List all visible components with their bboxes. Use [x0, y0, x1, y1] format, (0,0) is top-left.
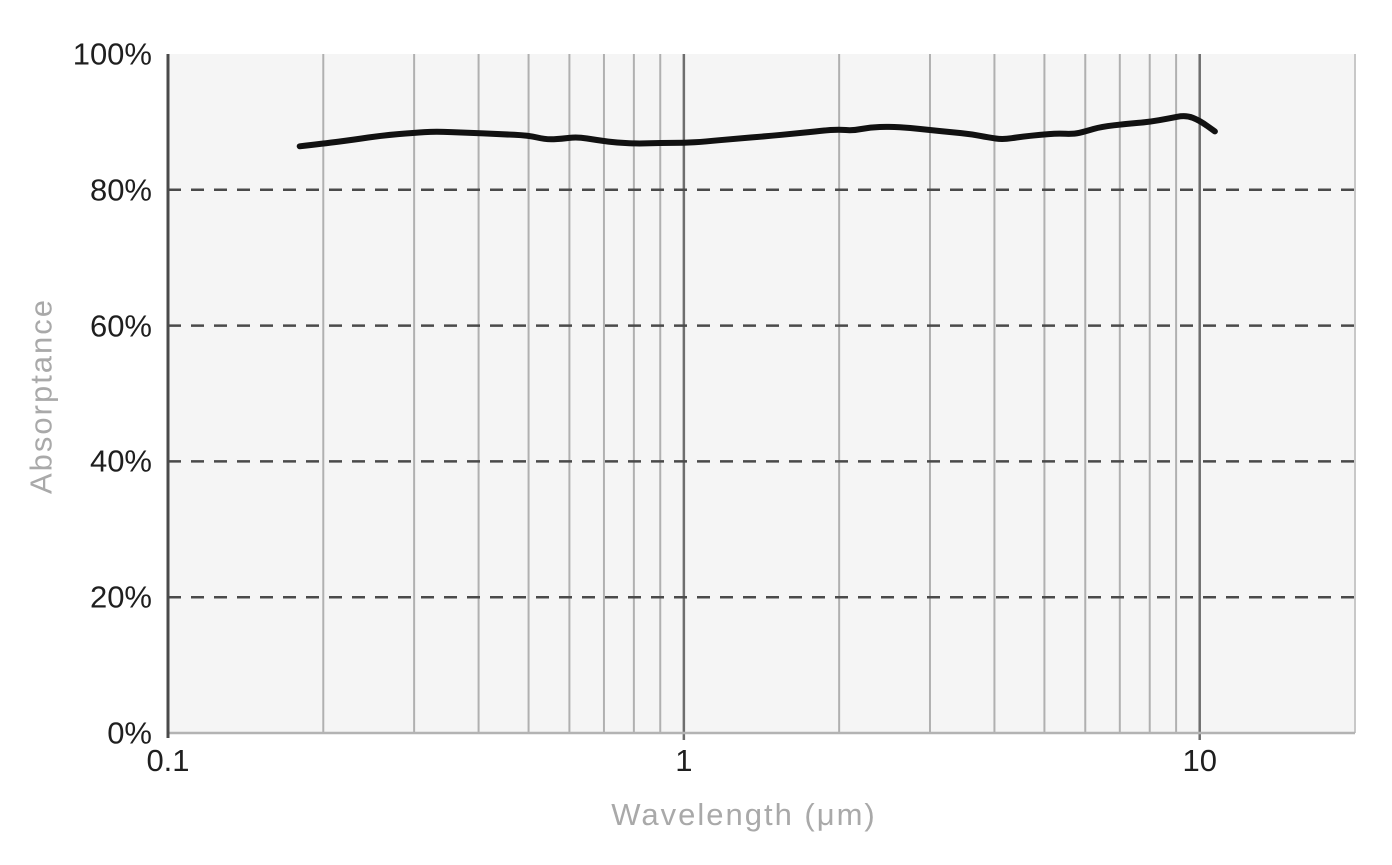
x-axis-title: Wavelength (μm) [611, 797, 877, 832]
y-tick-label-0: 0% [107, 715, 152, 751]
y-tick-label-40: 40% [89, 443, 152, 479]
x-tick-label-0.1: 0.1 [146, 743, 190, 778]
y-tick-label-60: 60% [89, 308, 152, 344]
x-tick-label-1: 1 [675, 743, 693, 778]
absorptance-curve [296, 113, 1218, 150]
x-tick-label-10: 10 [1182, 743, 1217, 778]
y-tick-label-100: 100% [72, 36, 152, 72]
y-tick-label-80: 80% [89, 172, 152, 208]
plot-panel [168, 54, 1355, 733]
y-tick-label-20: 20% [89, 579, 152, 615]
